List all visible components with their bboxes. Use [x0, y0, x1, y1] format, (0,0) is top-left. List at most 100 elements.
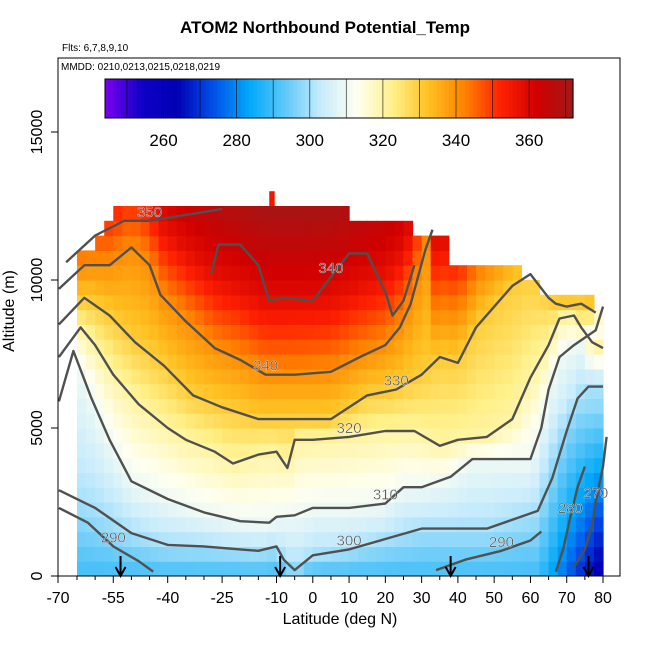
heatmap-cell	[566, 368, 577, 385]
heatmap-cell	[149, 324, 160, 340]
heatmap-cell	[394, 546, 405, 562]
heatmap-cell	[285, 413, 296, 429]
heatmap-cell	[476, 413, 486, 429]
heatmap-cell	[158, 280, 169, 296]
heatmap-cell	[303, 472, 314, 488]
heatmap-cell	[294, 354, 305, 370]
heatmap-cell	[530, 309, 541, 325]
heatmap-cell	[240, 383, 250, 399]
heatmap-cell	[566, 294, 577, 311]
heatmap-cell	[149, 442, 160, 459]
heatmap-cell	[267, 368, 278, 385]
heatmap-cell	[512, 324, 522, 340]
heatmap-cell	[403, 354, 414, 370]
heatmap-cell	[131, 398, 142, 414]
heatmap-cell	[140, 383, 151, 399]
heatmap-cell	[285, 398, 296, 414]
heatmap-cell	[385, 309, 396, 325]
heatmap-cell	[394, 487, 405, 503]
heatmap-cell	[321, 309, 332, 325]
heatmap-cell	[530, 294, 541, 311]
heatmap-cell	[86, 250, 96, 266]
heatmap-cell	[539, 324, 550, 340]
heatmap-cell	[95, 309, 105, 325]
heatmap-cell	[86, 383, 96, 399]
heatmap-cell	[349, 516, 359, 533]
heatmap-cell	[340, 413, 350, 429]
heatmap-cell	[185, 220, 196, 237]
heatmap-cell	[385, 546, 396, 562]
heatmap-cell	[521, 280, 532, 296]
heatmap-cell	[113, 368, 123, 385]
heatmap-cell	[485, 442, 495, 459]
heatmap-cell	[285, 457, 296, 473]
colorbar-swatch	[193, 79, 198, 118]
heatmap-cell	[240, 561, 250, 576]
colorbar-swatch	[233, 79, 238, 118]
heatmap-cell	[294, 531, 305, 547]
heatmap-cell	[530, 428, 541, 444]
heatmap-cell	[86, 472, 96, 488]
heatmap-cell	[530, 324, 541, 340]
heatmap-cell	[521, 294, 532, 311]
heatmap-cell	[330, 457, 341, 473]
heatmap-cell	[557, 472, 568, 488]
heatmap-cell	[593, 546, 604, 562]
heatmap-cell	[457, 487, 468, 503]
heatmap-cell	[113, 413, 123, 429]
heatmap-cell	[104, 265, 114, 281]
colorbar-swatch	[241, 79, 246, 118]
heatmap-cell	[104, 339, 114, 355]
heatmap-cell	[575, 383, 586, 399]
heatmap-cell	[258, 428, 269, 444]
heatmap-cell	[258, 206, 269, 222]
heatmap-cell	[530, 383, 541, 399]
heatmap-cell	[385, 531, 396, 547]
heatmap-cell	[584, 457, 595, 473]
heatmap-cell	[77, 561, 87, 576]
heatmap-cell	[503, 442, 513, 459]
colorbar-swatch	[337, 79, 342, 118]
heatmap-cell	[439, 487, 450, 503]
heatmap-cell	[539, 457, 550, 473]
heatmap-cell	[476, 546, 486, 562]
heatmap-cell	[77, 398, 87, 414]
heatmap-cell	[439, 235, 450, 251]
colorbar-swatch	[313, 79, 318, 118]
heatmap-cell	[140, 442, 151, 459]
heatmap-cell	[584, 472, 595, 488]
heatmap-cell	[385, 354, 396, 370]
heatmap-cell	[358, 354, 368, 370]
heatmap-cell	[140, 398, 151, 414]
heatmap-cell	[421, 516, 432, 533]
contour-line-320	[58, 314, 604, 470]
heatmap-cell	[312, 413, 323, 429]
heatmap-cell	[176, 265, 187, 281]
colorbar-swatch	[265, 79, 270, 118]
heatmap-cell	[312, 235, 323, 251]
heatmap-cell	[303, 235, 314, 251]
heatmap-cell	[176, 220, 187, 237]
heatmap-cell	[267, 280, 278, 296]
heatmap-cell	[294, 398, 305, 414]
heatmap-cell	[185, 561, 196, 576]
heatmap-cell	[358, 339, 368, 355]
heatmap-cell	[575, 294, 586, 311]
heatmap-cell	[231, 265, 241, 281]
heatmap-cell	[394, 472, 405, 488]
heatmap-cell	[203, 487, 214, 503]
heatmap-cell	[394, 398, 405, 414]
heatmap-cell	[213, 309, 223, 325]
heatmap-cell	[539, 561, 550, 576]
heatmap-cell	[104, 502, 114, 518]
heatmap-cell	[267, 561, 278, 576]
heatmap-cell	[176, 368, 187, 385]
heatmap-cell	[476, 561, 486, 576]
colorbar-swatch	[445, 79, 450, 118]
heatmap-cell	[131, 206, 142, 222]
heatmap-cell	[330, 398, 341, 414]
heatmap-cell	[312, 531, 323, 547]
heatmap-cell	[240, 294, 250, 311]
heatmap-cell	[294, 235, 305, 251]
heatmap-cell	[421, 324, 432, 340]
